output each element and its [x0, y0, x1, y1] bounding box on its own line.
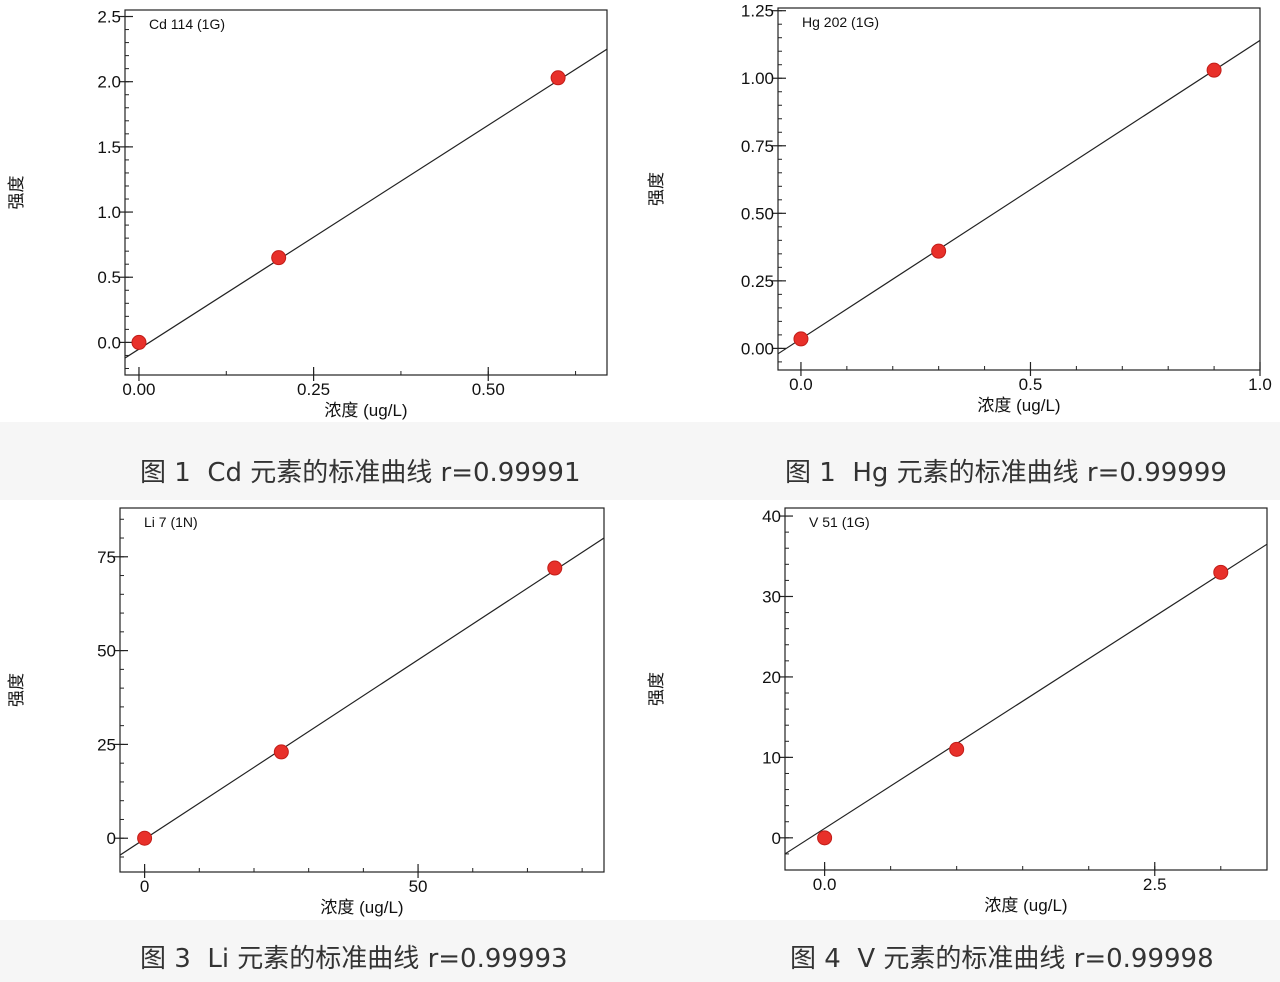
caption-band-bottom [0, 920, 1280, 982]
caption-band-top [0, 422, 1280, 500]
data-point [550, 70, 566, 86]
chart-hg: 0.00 0.25 0.50 0.75 1.00 1.25 0.0 0.5 1.0 Hg 202 … [647, 2, 1272, 415]
y-tick-label: 75 [97, 548, 116, 567]
data-point [931, 243, 947, 259]
fit-line [120, 537, 604, 856]
data-point [817, 830, 833, 846]
x-tick-label: 0.25 [297, 380, 330, 399]
y-tick-label: 0.50 [741, 204, 774, 223]
y-tick-label: 2.0 [97, 73, 121, 92]
x-tick-label: 0 [140, 877, 149, 896]
chart-v: 0 10 20 30 40 0.0 2.5 V 51 (1G) 浓度 (ug/L) 强度 [647, 507, 1268, 915]
chart-title: Hg 202 (1G) [802, 14, 879, 30]
y-tick-label: 1.0 [97, 203, 121, 222]
chart-panel-v: 0 10 20 30 40 0.0 2.5 V 51 (1G) 浓度 (ug/L) 强度 [640, 500, 1280, 920]
plot-frame [124, 9, 608, 376]
chart-title: Li 7 (1N) [144, 514, 198, 530]
caption-li: 图 3 Li 元素的标准曲线 r=0.99993 [140, 944, 568, 974]
y-tick-label: 1.5 [97, 138, 121, 157]
chart-panel-cd: 0.0 0.5 1.0 1.5 2.0 2.5 0.00 0.25 0.50 Cd 114 (1G… [0, 0, 640, 422]
x-axis-label: 浓度 (ug/L) [324, 401, 407, 420]
y-axis-label: 强度 [7, 673, 26, 707]
y-tick-label: 25 [97, 735, 116, 754]
y-tick-label: 50 [97, 642, 116, 661]
y-tick-label: 10 [762, 748, 781, 767]
x-axis-label: 浓度 (ug/L) [320, 898, 403, 917]
x-axis-label: 浓度 (ug/L) [984, 896, 1067, 915]
data-point [131, 334, 147, 350]
fit-line [785, 543, 1267, 855]
chart-panel-hg: 0.00 0.25 0.50 0.75 1.00 1.25 0.0 0.5 1.0 Hg 202 … [640, 0, 1280, 422]
y-tick-label: 0.5 [97, 268, 121, 287]
y-tick-label: 0.00 [741, 339, 774, 358]
y-tick-label: 0 [107, 829, 116, 848]
chart-cd: 0.0 0.5 1.0 1.5 2.0 2.5 0.00 0.25 0.50 Cd 114 (1G… [7, 8, 608, 420]
chart-title: V 51 (1G) [809, 514, 870, 530]
y-tick-label: 40 [762, 507, 781, 526]
x-tick-label: 50 [409, 877, 428, 896]
y-axis-label: 强度 [7, 176, 26, 210]
x-tick-label: 1.0 [1248, 375, 1272, 394]
y-tick-label: 2.5 [97, 8, 121, 27]
caption-cd: 图 1 Cd 元素的标准曲线 r=0.99991 [140, 458, 581, 488]
caption-hg: 图 1 Hg 元素的标准曲线 r=0.99999 [785, 458, 1227, 488]
y-axis-label: 强度 [647, 672, 666, 706]
data-point [271, 250, 287, 266]
data-point [547, 560, 563, 576]
x-tick-label: 2.5 [1143, 875, 1167, 894]
chart-title: Cd 114 (1G) [149, 16, 225, 32]
x-tick-label: 0.00 [122, 380, 155, 399]
fit-line [778, 39, 1260, 355]
y-tick-label: 0.25 [741, 272, 774, 291]
x-tick-label: 0.0 [789, 375, 813, 394]
y-tick-label: 0.0 [97, 333, 121, 352]
fit-line [125, 48, 607, 359]
chart-li: 0 25 50 75 0 50 Li 7 (1N) 浓度 (ug/L) 强度 [7, 507, 605, 917]
y-tick-label: 30 [762, 587, 781, 606]
x-axis-label: 浓度 (ug/L) [977, 396, 1060, 415]
data-point [949, 741, 965, 757]
plot-frame [784, 507, 1268, 871]
data-point [793, 331, 809, 347]
data-point [1213, 564, 1229, 580]
x-tick-label: 0.50 [472, 380, 505, 399]
y-tick-label: 1.00 [741, 69, 774, 88]
y-axis-label: 强度 [647, 172, 666, 206]
y-tick-label: 0.75 [741, 137, 774, 156]
data-point [137, 830, 153, 846]
plot-frame [119, 507, 605, 873]
x-tick-label: 0.0 [813, 875, 837, 894]
y-tick-label: 1.25 [741, 2, 774, 21]
data-point [273, 744, 289, 760]
y-tick-label: 0 [772, 829, 781, 848]
y-tick-label: 20 [762, 668, 781, 687]
plot-frame [777, 7, 1261, 371]
chart-panel-li: 0 25 50 75 0 50 Li 7 (1N) 浓度 (ug/L) 强度 [0, 500, 640, 920]
data-point [1206, 62, 1222, 78]
x-tick-label: 0.5 [1019, 375, 1043, 394]
caption-v: 图 4 V 元素的标准曲线 r=0.99998 [790, 944, 1214, 974]
